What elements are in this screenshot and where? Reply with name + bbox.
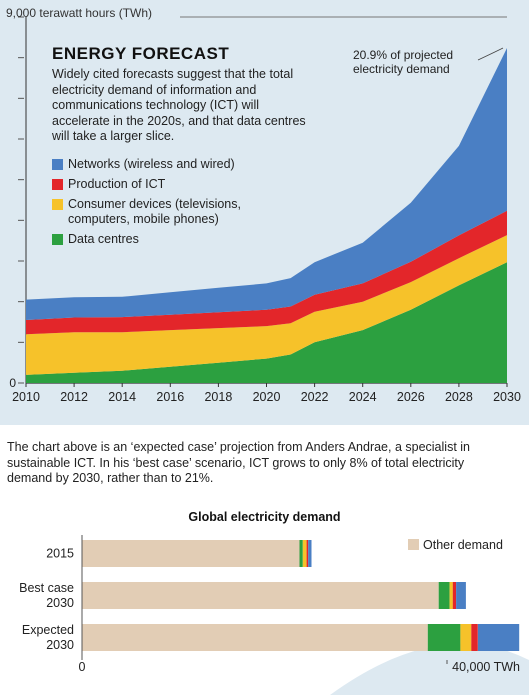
legend-label-networks: Networks (wireless and wired) [68, 157, 235, 171]
x-tick-label: 2016 [156, 390, 184, 404]
x-tick-label: 2022 [301, 390, 329, 404]
chart-title: ENERGY FORECAST [52, 44, 230, 63]
legend-item-consumer: Consumer devices (televisions, computers… [52, 197, 292, 227]
legend-item-networks: Networks (wireless and wired) [52, 157, 292, 172]
bar-chart-caption: The chart above is an ‘expected case’ pr… [7, 440, 470, 485]
bar-legend-label: Other demand [423, 538, 503, 552]
legend-item-production: Production of ICT [52, 177, 292, 192]
area-series-data [26, 262, 507, 383]
x-tick-label: 2014 [108, 390, 136, 404]
bar-segment-data [299, 540, 303, 567]
bar-x-tick-label: 0 [79, 660, 86, 674]
bar-segment-production [306, 540, 309, 567]
legend-label-consumer: Consumer devices (televisions, computers… [68, 197, 241, 226]
bar-segment-data [427, 624, 461, 651]
bar-segment-data [438, 582, 450, 609]
bar-segment-networks [308, 540, 312, 567]
bar-segment-consumer [302, 540, 307, 567]
x-tick-label: 2024 [349, 390, 377, 404]
y-tick-label: 0 [9, 376, 16, 390]
legend-swatch-networks [52, 159, 63, 170]
x-tick-label: 2026 [397, 390, 425, 404]
bar-category-label: 2015 [46, 547, 74, 561]
x-tick-label: 2020 [253, 390, 281, 404]
legend-swatch-datacentres [52, 234, 63, 245]
bar-category-label: 2030 [46, 638, 74, 652]
area-legend: Networks (wireless and wired) Production… [52, 157, 292, 252]
projection-annotation: 20.9% of projected electricity demand [353, 48, 454, 76]
area-series-networks [26, 48, 507, 320]
bar-segment-networks [477, 624, 520, 651]
bar-category-label: Best case [19, 581, 74, 595]
bar-bg-shape [330, 643, 529, 695]
bar-x-tick-label: 40,000 TWh [452, 660, 520, 674]
bar-category-label: Expected [22, 623, 74, 637]
bar-segment-consumer [460, 624, 472, 651]
legend-swatch-consumer [52, 199, 63, 210]
legend-swatch-production [52, 179, 63, 190]
x-tick-label: 2028 [445, 390, 473, 404]
bar-segment-other [82, 624, 428, 651]
chart-subtitle: Widely cited forecasts suggest that the … [52, 67, 306, 143]
legend-label-production: Production of ICT [68, 177, 166, 191]
bar-segment-production [471, 624, 478, 651]
y-axis-title: 9,000 terawatt hours (TWh) [6, 6, 153, 20]
x-tick-label: 2010 [12, 390, 40, 404]
bar-category-label: 2030 [46, 596, 74, 610]
x-tick-label: 2018 [204, 390, 232, 404]
bar-segment-production [452, 582, 457, 609]
bar-legend-swatch [408, 539, 419, 550]
legend-item-datacentres: Data centres [52, 232, 292, 247]
bar-chart-title: Global electricity demand [188, 510, 341, 524]
bar-segment-other [82, 582, 439, 609]
x-tick-label: 2012 [60, 390, 88, 404]
area-series-production [26, 210, 507, 335]
bar-segment-consumer [449, 582, 453, 609]
area-series-consumer [26, 235, 507, 375]
bar-segment-networks [456, 582, 466, 609]
x-tick-label: 2030 [493, 390, 521, 404]
legend-label-datacentres: Data centres [68, 232, 139, 246]
annotation-leader [477, 47, 504, 61]
bar-segment-other [82, 540, 300, 567]
